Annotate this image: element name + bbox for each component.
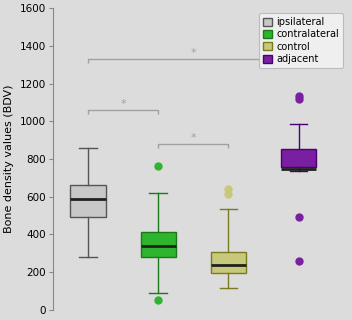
Y-axis label: Bone density values (BDV): Bone density values (BDV) — [4, 85, 14, 233]
Text: *: * — [120, 99, 126, 109]
Text: *: * — [190, 48, 196, 58]
PathPatch shape — [211, 252, 246, 273]
PathPatch shape — [141, 232, 176, 257]
PathPatch shape — [281, 148, 316, 167]
PathPatch shape — [70, 185, 106, 218]
Text: *: * — [190, 133, 196, 143]
Legend: ipsilateral, contralateral, control, adjacent: ipsilateral, contralateral, control, adj… — [259, 13, 343, 68]
